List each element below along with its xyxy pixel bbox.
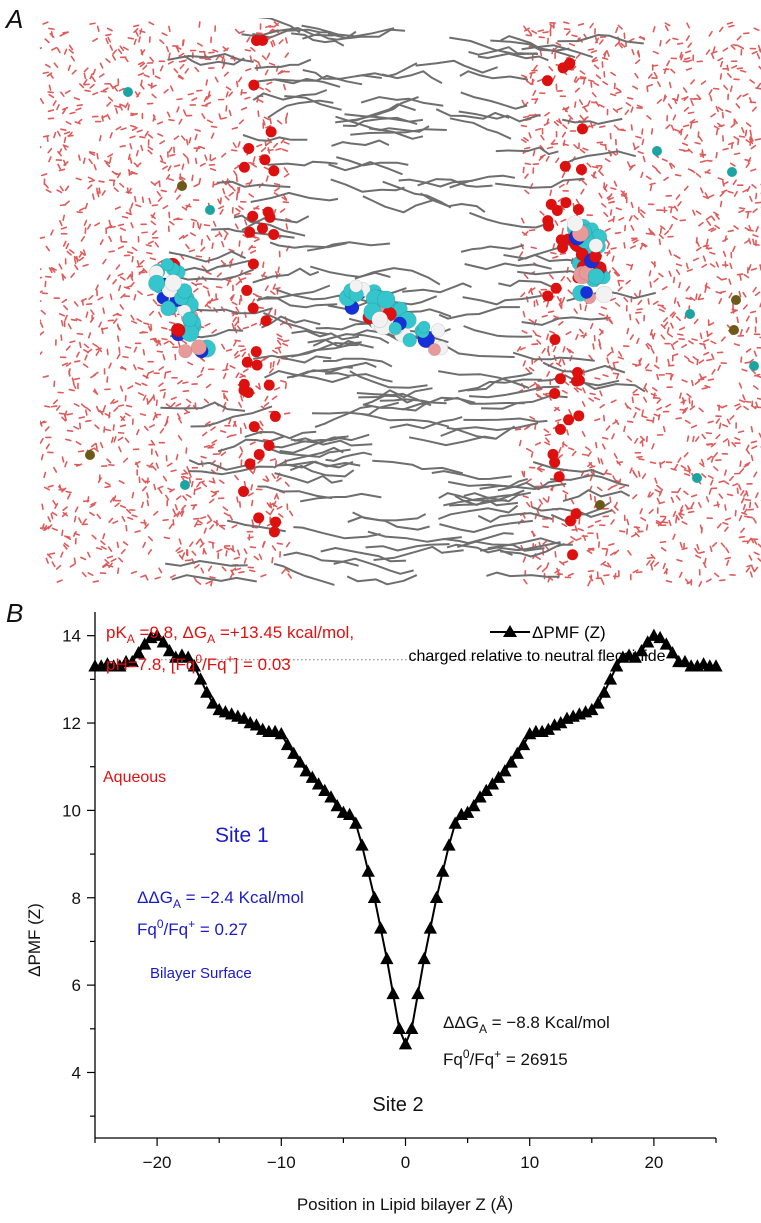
data-point-triangle — [355, 838, 368, 850]
data-point-triangle — [411, 987, 424, 999]
data-point-triangle — [194, 672, 207, 684]
chart-marks — [88, 629, 722, 1050]
x-tick-label: −20 — [143, 1153, 172, 1172]
site2-ratio: Fq0/Fq+ = 26915 — [443, 1047, 568, 1069]
x-tick-label: 20 — [644, 1153, 663, 1172]
y-axis-title: ΔPMF (Z) — [25, 903, 44, 977]
site1-ratio: Fq0/Fq+ = 0.27 — [137, 917, 248, 939]
x-tick-label: 10 — [520, 1153, 539, 1172]
bilayer-surface-label: Bilayer Surface — [150, 965, 252, 982]
membrane-simulation-snapshot — [40, 18, 761, 588]
data-point-triangle — [517, 738, 530, 750]
data-point-triangle — [281, 738, 294, 750]
data-point-triangle — [417, 952, 430, 964]
data-point-triangle — [604, 672, 617, 684]
y-tick-label: 12 — [62, 714, 81, 733]
aqueous-label: Aqueous — [103, 769, 166, 786]
simulation-image — [40, 18, 761, 588]
y-tick-label: 14 — [62, 627, 81, 646]
data-point-triangle — [386, 987, 399, 999]
data-point-triangle — [362, 865, 375, 877]
legend-subtitle: charged relative to neutral flecainide — [408, 648, 665, 665]
data-point-triangle — [368, 891, 381, 903]
x-axis-title: Position in Lipid bilayer Z (Å) — [297, 1195, 513, 1214]
site2-ddg: ΔΔGA = −8.8 Kcal/mol — [443, 1013, 610, 1036]
x-tick-label: 0 — [401, 1153, 410, 1172]
data-point-triangle — [442, 838, 455, 850]
site1-label: Site 1 — [215, 824, 269, 847]
data-point-triangle — [374, 921, 387, 933]
y-tick-label: 6 — [72, 976, 81, 995]
legend-entry: ΔPMF (Z) — [532, 623, 606, 642]
data-point-triangle — [200, 685, 213, 697]
data-point-triangle — [436, 865, 449, 877]
pmf-chart: −20 −10 0 10 20 4 6 8 10 12 14 ΔPMF (Z) charged re… — [0, 590, 761, 1218]
panel-a-label: A — [6, 4, 23, 35]
x-tick-label: −10 — [267, 1153, 296, 1172]
site2-label: Site 2 — [372, 1094, 423, 1116]
data-point-triangle — [399, 1037, 412, 1049]
y-tick-label: 8 — [72, 889, 81, 908]
data-point-triangle — [424, 921, 437, 933]
data-point-triangle — [598, 685, 611, 697]
data-point-triangle — [380, 952, 393, 964]
data-point-triangle — [393, 1022, 406, 1034]
flecainide-molecule-right — [567, 216, 612, 304]
series-line — [95, 636, 716, 1044]
chart-legend: ΔPMF (Z) charged relative to neutral fle… — [408, 623, 665, 665]
site1-ddg: ΔΔGA = −2.4 Kcal/mol — [137, 888, 304, 911]
data-point-triangle — [405, 1022, 418, 1034]
data-point-triangle — [591, 696, 604, 708]
y-tick-label: 10 — [62, 801, 81, 820]
y-tick-label: 4 — [72, 1063, 81, 1082]
data-point-triangle — [430, 891, 443, 903]
pmf-chart-panel: −20 −10 0 10 20 4 6 8 10 12 14 ΔPMF (Z) charged re… — [0, 590, 761, 1218]
